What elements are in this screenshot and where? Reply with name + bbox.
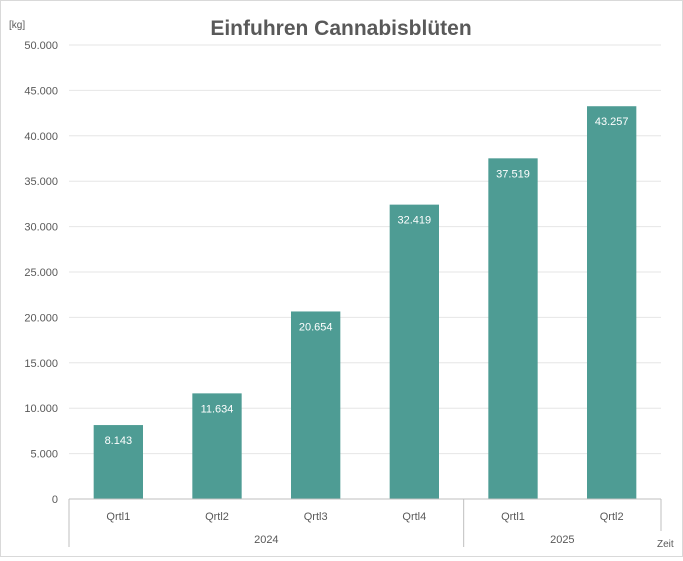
x-axis-label: Zeit — [657, 539, 674, 550]
y-tick-label: 0 — [52, 494, 58, 506]
y-tick-label: 50.000 — [24, 40, 58, 52]
bar-data-labels: 8.143 11.634 20.654 32.419 37.519 43.257 — [105, 116, 629, 447]
y-tick-label: 25.000 — [24, 267, 58, 279]
bar — [587, 106, 637, 499]
bar-data-label: 20.654 — [299, 321, 333, 333]
y-tick-label: 40.000 — [24, 131, 58, 143]
bar — [291, 311, 341, 499]
bar-data-label: 32.419 — [398, 215, 432, 227]
y-axis-ticks: 0 5.000 10.000 15.000 20.000 25.000 30.000 35.0… — [24, 40, 58, 506]
x-tick-label: Qrtl2 — [205, 511, 229, 523]
bar-data-label: 8.143 — [105, 435, 133, 447]
bar — [192, 393, 242, 499]
y-tick-label: 45.000 — [24, 85, 58, 97]
y-tick-label: 5.000 — [30, 449, 58, 461]
y-axis-label: [kg] — [9, 20, 25, 31]
x-tick-label: Qrtl3 — [304, 511, 328, 523]
bar — [389, 204, 439, 499]
x-axis: Qrtl1 Qrtl2 Qrtl3 Qrtl4 Qrtl1 Qrtl2 2024 2025 — [68, 498, 662, 547]
x-group-label: 2025 — [550, 534, 574, 546]
bar-data-label: 11.634 — [201, 403, 234, 415]
y-tick-label: 20.000 — [24, 312, 58, 324]
x-tick-label: Qrtl4 — [402, 511, 426, 523]
y-tick-label: 10.000 — [24, 403, 58, 415]
y-tick-label: 15.000 — [24, 358, 58, 370]
y-tick-label: 35.000 — [24, 176, 58, 188]
x-tick-label: Qrtl2 — [600, 511, 624, 523]
y-tick-label: 30.000 — [24, 222, 58, 234]
x-group-label: 2024 — [254, 534, 278, 546]
gridlines — [69, 44, 661, 455]
bar — [488, 158, 538, 499]
bar-data-label: 37.519 — [496, 168, 530, 180]
bar — [93, 425, 143, 499]
chart-title: Einfuhren Cannabisblüten — [210, 17, 471, 40]
x-tick-label: Qrtl1 — [501, 511, 525, 523]
x-tick-label: Qrtl1 — [106, 511, 130, 523]
bar-data-label: 43.257 — [595, 116, 629, 128]
bars — [93, 106, 637, 499]
